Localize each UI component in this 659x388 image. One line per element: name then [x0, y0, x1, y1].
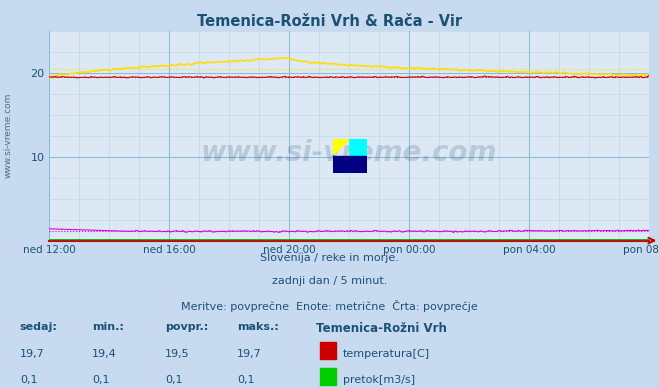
Text: 0,1: 0,1 [237, 376, 255, 385]
Text: maks.:: maks.: [237, 322, 279, 333]
Text: www.si-vreme.com: www.si-vreme.com [201, 139, 498, 166]
Polygon shape [350, 139, 367, 156]
Text: 19,7: 19,7 [20, 349, 45, 359]
Text: Temenica-Rožni Vrh & Rača - Vir: Temenica-Rožni Vrh & Rača - Vir [197, 14, 462, 29]
Text: min.:: min.: [92, 322, 124, 333]
Text: 19,4: 19,4 [92, 349, 117, 359]
Text: temperatura[C]: temperatura[C] [343, 349, 430, 359]
Text: 19,7: 19,7 [237, 349, 262, 359]
Bar [320, 369, 336, 385]
Polygon shape [333, 139, 350, 156]
Text: 19,5: 19,5 [165, 349, 189, 359]
Text: 0,1: 0,1 [20, 376, 38, 385]
Text: www.si-vreme.com: www.si-vreme.com [4, 93, 13, 178]
Text: 0,1: 0,1 [165, 376, 183, 385]
Text: zadnji dan / 5 minut.: zadnji dan / 5 minut. [272, 276, 387, 286]
Text: 0,1: 0,1 [92, 376, 110, 385]
Polygon shape [350, 139, 367, 156]
Polygon shape [350, 156, 367, 173]
Text: Temenica-Rožni Vrh: Temenica-Rožni Vrh [316, 322, 447, 335]
Polygon shape [333, 156, 350, 173]
Text: pretok[m3/s]: pretok[m3/s] [343, 376, 415, 385]
Polygon shape [333, 156, 350, 173]
Text: povpr.:: povpr.: [165, 322, 208, 333]
Bar [320, 342, 336, 359]
Text: sedaj:: sedaj: [20, 322, 57, 333]
Text: Slovenija / reke in morje.: Slovenija / reke in morje. [260, 253, 399, 263]
Text: Meritve: povprečne  Enote: metrične  Črta: povprečje: Meritve: povprečne Enote: metrične Črta:… [181, 300, 478, 312]
